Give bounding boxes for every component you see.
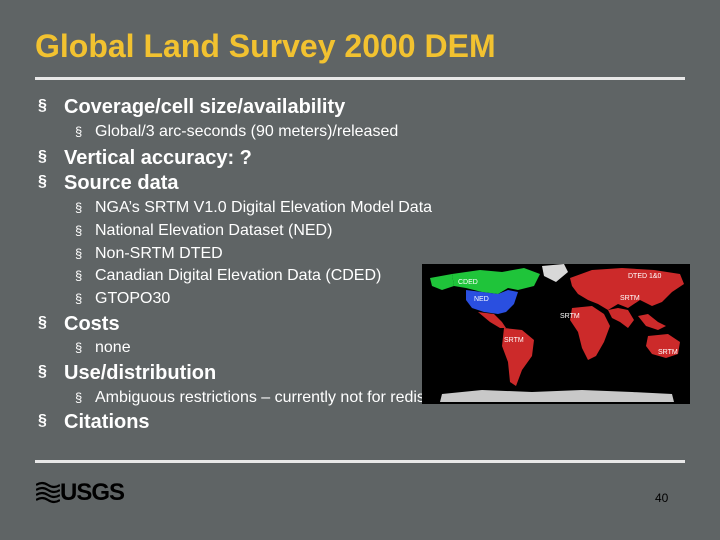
bullet-text: Use/distribution [64, 362, 217, 384]
sub-bullet-text: NGA’s SRTM V1.0 Digital Elevation Model … [95, 199, 433, 216]
bullet-marker: § [75, 246, 83, 261]
southeast-asia-region [638, 314, 666, 330]
map-label-ned: NED [474, 296, 489, 303]
top-divider [35, 77, 685, 80]
antarctica-region [440, 390, 674, 402]
australia-region [646, 334, 680, 358]
greenland-region [542, 264, 568, 282]
page-number: 40 [655, 491, 669, 505]
eurasia-region [570, 268, 684, 310]
usgs-wave-icon [35, 481, 61, 504]
cded-region [452, 268, 540, 294]
bullet-marker: § [75, 340, 83, 355]
south-asia-region [608, 308, 634, 328]
alaska-region [430, 274, 454, 290]
bullet-marker: § [38, 148, 47, 165]
bullet-marker: § [75, 291, 83, 306]
map-label-srtm-africa: SRTM [560, 313, 580, 320]
sub-bullet-text: National Elevation Dataset (NED) [95, 222, 333, 239]
bullet-marker: § [75, 223, 83, 238]
sub-bullet-text: GTOPO30 [95, 290, 171, 307]
sub-bullet-text: Canadian Digital Elevation Data (CDED) [95, 267, 382, 284]
bullet-text: Coverage/cell size/availability [64, 96, 346, 118]
dem-coverage-map: CDED DTED 1&0 NED SRTM SRTM SRTM SRTM [422, 264, 690, 404]
slide-title: Global Land Survey 2000 DEM [35, 28, 496, 64]
sub-bullet-text: Non-SRTM DTED [95, 245, 223, 262]
bullet-marker: § [75, 124, 83, 139]
map-label-dted: DTED 1&0 [628, 273, 662, 280]
bullet-marker: § [38, 97, 47, 114]
sub-bullet-text: none [95, 339, 131, 356]
map-label-srtm-australia: SRTM [658, 349, 678, 356]
bottom-divider [35, 460, 685, 463]
map-label-cded: CDED [458, 279, 478, 286]
bullet-marker: § [75, 200, 83, 215]
central-america-region [478, 312, 506, 328]
sub-bullet-text: Ambiguous restrictions – currently not f… [95, 389, 482, 406]
map-label-srtm-asia: SRTM [620, 295, 640, 302]
bullet-marker: § [38, 412, 47, 429]
bullet-marker: § [38, 363, 47, 380]
bullet-marker: § [75, 390, 83, 405]
south-america-region [502, 328, 534, 386]
ned-region [466, 290, 518, 314]
bullet-text: Citations [64, 411, 150, 433]
bullet-marker: § [38, 314, 47, 331]
sub-bullet-text: Global/3 arc-seconds (90 meters)/release… [95, 123, 399, 140]
bullet-text: Vertical accuracy: ? [64, 147, 252, 169]
africa-region [570, 306, 610, 360]
usgs-logo-text: USGS [60, 479, 125, 506]
bullet-marker: § [38, 173, 47, 190]
map-label-srtm-south-america: SRTM [504, 337, 524, 344]
bullet-marker: § [75, 268, 83, 283]
bullet-text: Source data [64, 172, 179, 194]
bullet-text: Costs [64, 313, 120, 335]
usgs-logo: USGS [35, 479, 131, 506]
